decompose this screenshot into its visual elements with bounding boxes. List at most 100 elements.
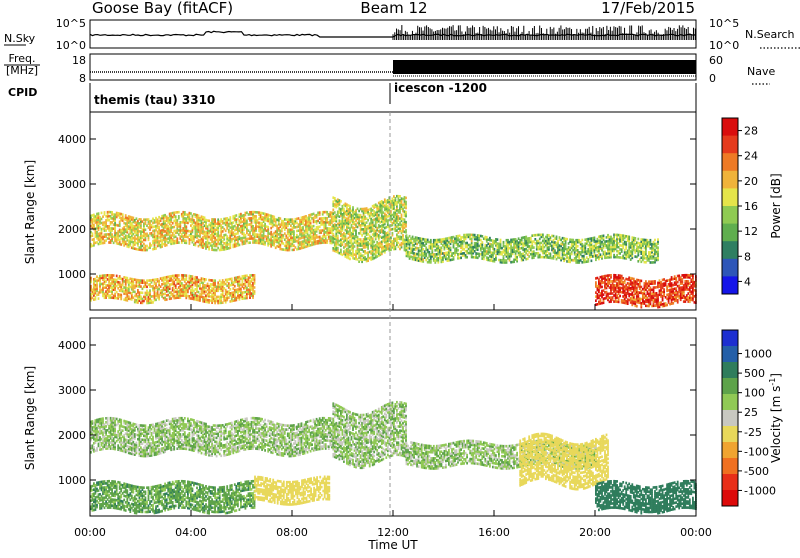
echo-cell: [216, 239, 218, 242]
echo-cell: [489, 237, 491, 240]
echo-cell: [155, 278, 157, 281]
echo-cell: [175, 295, 177, 298]
echo-cell: [524, 254, 526, 257]
echo-cell: [387, 205, 389, 208]
echo-cell: [343, 208, 345, 211]
echo-cell: [257, 225, 259, 228]
echo-cell: [257, 240, 259, 243]
echo-cell: [195, 213, 197, 216]
echo-cell: [481, 241, 483, 244]
echo-cell: [650, 261, 652, 264]
echo-cell: [398, 242, 400, 245]
echo-cell: [409, 235, 411, 238]
echo-cell: [650, 239, 652, 242]
echo-cell: [319, 226, 321, 229]
echo-cell: [376, 233, 378, 236]
echo-cell: [134, 278, 136, 281]
echo-cell: [155, 247, 157, 250]
echo-cell: [619, 244, 621, 247]
echo-cell: [387, 219, 389, 222]
echo-cell: [119, 281, 121, 284]
echo-cell: [246, 238, 248, 241]
echo-cell: [175, 291, 177, 294]
echo-cell: [589, 242, 591, 245]
echo-cell: [175, 236, 177, 239]
echo-cell: [337, 198, 339, 201]
echo-cell: [559, 236, 561, 239]
echo-cell: [518, 241, 520, 244]
echo-cell: [95, 215, 97, 218]
echo-cell: [628, 236, 630, 239]
echo-cell: [216, 233, 218, 236]
echo-cell: [155, 225, 157, 228]
echo-cell: [104, 274, 106, 277]
echo-cell: [487, 257, 489, 260]
echo-cell: [457, 243, 459, 246]
echo-cell: [257, 233, 259, 236]
echo-cell: [407, 251, 409, 254]
echo-cell: [398, 195, 400, 198]
echo-cell: [468, 252, 470, 255]
echo-cell: [630, 250, 632, 253]
echo-cell: [276, 245, 278, 248]
echo-cell: [487, 243, 489, 246]
echo-cell: [448, 245, 450, 248]
echo-cell: [178, 215, 180, 218]
echo-cell: [427, 239, 429, 242]
echo-cell: [255, 215, 257, 218]
echo-cell: [367, 251, 369, 254]
echo-cell: [480, 239, 482, 242]
echo-cell: [539, 254, 541, 257]
echo-cell: [310, 220, 312, 223]
echo-cell: [104, 233, 106, 236]
echo-cell: [98, 212, 100, 215]
echo-cell: [376, 227, 378, 230]
echo-cell: [98, 297, 100, 300]
echo-cell: [185, 213, 187, 216]
echo-cell: [160, 285, 162, 288]
echo-cell: [116, 291, 118, 294]
echo-cell: [185, 217, 187, 220]
echo-cell: [125, 228, 127, 231]
echo-cell: [216, 249, 218, 252]
echo-cell: [293, 249, 295, 252]
echo-cell: [357, 226, 359, 229]
echo-cell: [190, 212, 192, 215]
echo-cell: [398, 235, 400, 238]
echo-cell: [164, 297, 166, 300]
echo-cell: [340, 249, 342, 252]
echo-cell: [422, 248, 424, 251]
echo-cell: [134, 295, 136, 298]
echo-cell: [287, 218, 289, 221]
echo-cell: [554, 249, 556, 252]
echo-cell: [266, 229, 268, 232]
echo-cell: [257, 211, 259, 214]
echo-cell: [457, 253, 459, 256]
echo-cell: [104, 286, 106, 289]
echo-cell: [367, 241, 369, 244]
echo-cell: [640, 257, 642, 260]
echo-cell: [175, 284, 177, 287]
echo-cell: [600, 235, 602, 238]
echo-cell: [119, 275, 121, 278]
echo-cell: [402, 234, 404, 237]
echo-cell: [418, 247, 420, 250]
echo-cell: [125, 297, 127, 300]
echo-cell: [126, 277, 128, 280]
echo-cell: [630, 258, 632, 261]
echo-cell: [175, 274, 177, 277]
echo-cell: [319, 211, 321, 214]
echo-cell: [307, 217, 309, 220]
echo-cell: [317, 240, 319, 243]
echo-cell: [478, 234, 480, 237]
echo-cell: [113, 274, 115, 277]
echo-cell: [453, 256, 455, 259]
echo-cell: [600, 253, 602, 256]
echo-cell: [340, 200, 342, 203]
echo-cell: [357, 258, 359, 261]
echo-cell: [273, 216, 275, 219]
echo-cell: [116, 275, 118, 278]
echo-cell: [657, 238, 659, 241]
echo-cell: [427, 249, 429, 252]
